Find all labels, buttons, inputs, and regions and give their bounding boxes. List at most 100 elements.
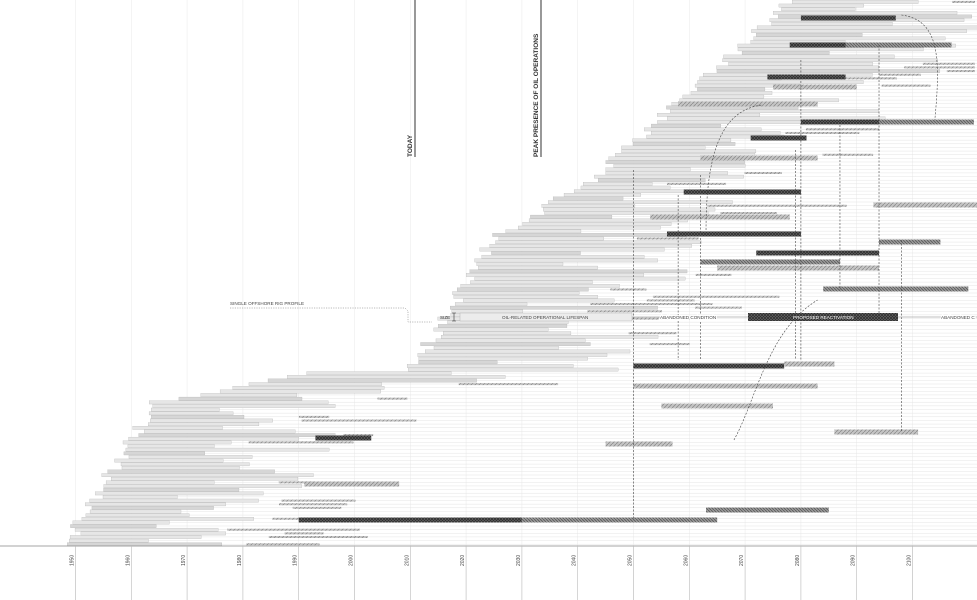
rig-bar bbox=[219, 389, 381, 394]
reactivation-segment bbox=[706, 507, 829, 513]
rig-bar bbox=[433, 327, 549, 332]
rig-bar bbox=[651, 123, 721, 128]
rig-bar bbox=[123, 451, 205, 456]
rig-bar bbox=[248, 382, 382, 386]
rig-bar bbox=[454, 302, 528, 306]
reactivation-segment bbox=[873, 202, 977, 208]
rig-bar bbox=[85, 502, 226, 507]
rig-bar bbox=[492, 233, 687, 237]
tick-label: 1950 bbox=[70, 555, 76, 566]
reactivation-bar bbox=[720, 212, 777, 215]
rig-bar bbox=[522, 222, 672, 226]
rig-bar bbox=[470, 280, 593, 285]
reactivation-bar bbox=[952, 0, 975, 3]
rig-bar bbox=[697, 80, 864, 84]
reactivation-segment bbox=[823, 286, 969, 292]
rig-bar bbox=[682, 94, 765, 99]
rig-bar bbox=[111, 477, 299, 481]
rig-bar bbox=[128, 455, 253, 459]
legend-abandoned-label: ABANDONED CONDITION bbox=[660, 315, 716, 320]
rig-bar bbox=[148, 411, 234, 416]
rig-bar bbox=[408, 367, 619, 372]
tick-label: 2100 bbox=[907, 555, 913, 566]
rig-bar bbox=[580, 185, 671, 190]
rig-bar bbox=[417, 353, 608, 357]
reactivation-segment bbox=[773, 84, 857, 90]
rig-bar bbox=[491, 251, 581, 255]
reactivation-segment bbox=[683, 189, 801, 195]
reactivation-bar bbox=[822, 153, 874, 156]
reactivation-bar bbox=[248, 441, 354, 444]
reactivation-bar bbox=[281, 499, 356, 502]
rig-bar bbox=[102, 495, 178, 499]
rig-bar bbox=[69, 538, 149, 543]
rig-bar bbox=[756, 32, 863, 37]
tick-label: 2020 bbox=[460, 555, 466, 566]
reactivation-segment bbox=[767, 74, 846, 80]
rig-bar bbox=[466, 273, 644, 277]
reactivation-segment bbox=[315, 435, 372, 441]
tick-label: 1980 bbox=[237, 555, 243, 566]
tick-label: 2060 bbox=[683, 555, 689, 566]
reactivation-segment bbox=[717, 265, 880, 271]
reactivation-segment bbox=[666, 231, 801, 237]
rig-bar bbox=[105, 480, 215, 485]
rig-bar bbox=[594, 174, 744, 179]
rig-bar bbox=[644, 127, 762, 132]
rig-bar bbox=[670, 109, 880, 113]
rig-bar bbox=[95, 491, 264, 496]
reactivation-segment bbox=[879, 239, 941, 245]
reactivation-bar bbox=[636, 237, 699, 240]
rig-bar bbox=[615, 153, 756, 157]
tick-label: 2000 bbox=[349, 555, 355, 566]
reactivation-segment bbox=[879, 119, 974, 125]
rig-bar bbox=[469, 269, 688, 274]
rig-bar bbox=[716, 65, 880, 70]
legend-reactivation-label: PROPOSED REACTIVATION bbox=[793, 315, 854, 320]
rig-bar bbox=[751, 29, 967, 33]
rig-bar bbox=[287, 375, 506, 379]
rig-bar bbox=[541, 204, 636, 208]
tick-label: 2010 bbox=[404, 555, 410, 566]
rig-bar bbox=[85, 513, 190, 518]
rig-bar bbox=[152, 404, 336, 408]
rig-bar bbox=[498, 236, 604, 241]
rig-bar bbox=[435, 338, 586, 343]
rig-bar bbox=[132, 426, 223, 430]
reactivation-bar bbox=[587, 310, 662, 313]
rig-bar bbox=[89, 509, 182, 514]
rig-bar bbox=[80, 531, 226, 536]
rig-bar bbox=[479, 247, 665, 252]
rig-bar bbox=[657, 113, 761, 117]
reactivation-bar bbox=[246, 543, 320, 546]
tick-label: 2030 bbox=[516, 555, 522, 566]
rig-bar bbox=[127, 444, 215, 448]
rig-bar bbox=[101, 473, 314, 477]
rig-bar bbox=[89, 498, 259, 503]
annotation-markers: TODAY PEAK PRESENCE OF OIL OPERATIONS bbox=[407, 0, 542, 157]
reactivation-segment bbox=[800, 119, 880, 125]
tick-label: 2070 bbox=[739, 555, 745, 566]
reactivation-segment bbox=[521, 517, 718, 523]
connector-curve bbox=[733, 299, 818, 441]
rig-bar bbox=[474, 276, 686, 281]
rig-bar bbox=[70, 524, 157, 528]
legend-reactivation-bar bbox=[748, 313, 898, 321]
rig-bar bbox=[753, 36, 946, 41]
rig-bar bbox=[544, 211, 709, 215]
reactivation-bar bbox=[458, 383, 559, 386]
rig-bar bbox=[306, 371, 452, 376]
reactivation-bar bbox=[278, 503, 348, 506]
rig-bar bbox=[476, 262, 564, 266]
rig-bar bbox=[792, 0, 919, 4]
rig-bar bbox=[74, 527, 219, 532]
rig-bar bbox=[518, 225, 661, 230]
size-bracket-icon bbox=[452, 312, 456, 322]
rig-bar bbox=[460, 284, 620, 288]
rig-bar bbox=[697, 87, 766, 92]
rig-bar bbox=[548, 200, 733, 204]
rig-bar bbox=[114, 458, 224, 463]
rig-bar bbox=[737, 47, 924, 52]
rig-bar bbox=[495, 240, 702, 245]
